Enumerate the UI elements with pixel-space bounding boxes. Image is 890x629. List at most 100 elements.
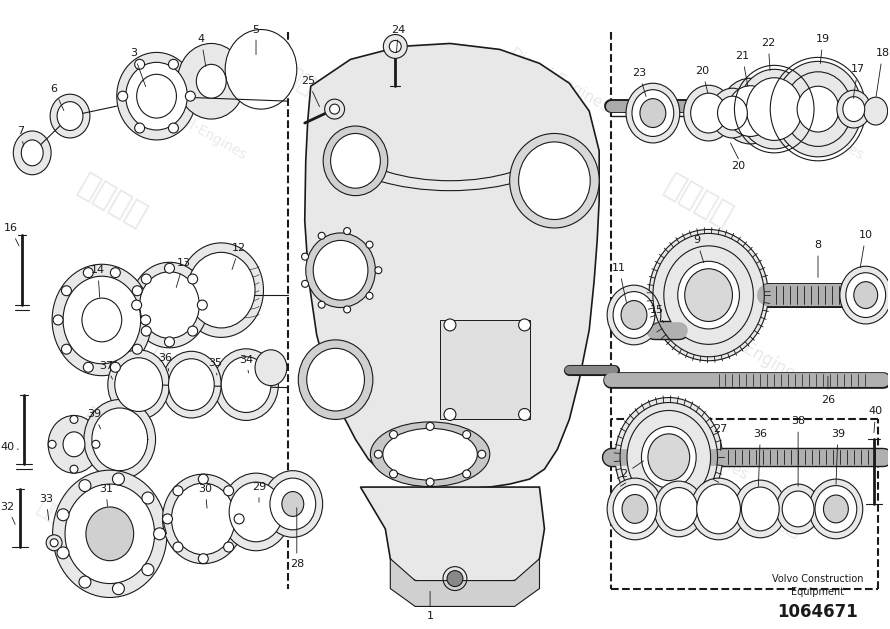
Circle shape <box>384 35 408 58</box>
Text: 6: 6 <box>51 84 64 111</box>
Circle shape <box>61 286 71 296</box>
Text: Diesel-Engines: Diesel-Engines <box>154 99 249 162</box>
Text: 40: 40 <box>869 406 883 433</box>
Ellipse shape <box>282 491 303 516</box>
Text: 12: 12 <box>232 243 247 270</box>
Circle shape <box>92 440 100 448</box>
Text: 33: 33 <box>39 494 53 520</box>
Circle shape <box>165 337 174 347</box>
Circle shape <box>70 416 78 423</box>
Text: 36: 36 <box>158 353 173 371</box>
Ellipse shape <box>298 340 373 420</box>
Text: 39: 39 <box>87 409 101 429</box>
Text: 8: 8 <box>814 240 821 277</box>
Circle shape <box>134 123 144 133</box>
Circle shape <box>57 509 69 521</box>
Ellipse shape <box>621 301 647 330</box>
Ellipse shape <box>741 487 780 531</box>
Circle shape <box>163 514 173 524</box>
Ellipse shape <box>82 298 122 342</box>
Ellipse shape <box>177 43 245 119</box>
Text: 34: 34 <box>239 355 253 373</box>
Ellipse shape <box>86 507 134 560</box>
Ellipse shape <box>108 350 169 420</box>
Text: 28: 28 <box>289 508 303 569</box>
Circle shape <box>344 306 351 313</box>
Ellipse shape <box>313 240 368 300</box>
Ellipse shape <box>622 494 648 523</box>
Circle shape <box>133 286 142 296</box>
Text: 7: 7 <box>17 126 24 146</box>
Circle shape <box>444 408 456 420</box>
Text: 1: 1 <box>426 591 433 621</box>
Text: 38: 38 <box>791 416 805 486</box>
Ellipse shape <box>53 264 151 376</box>
Circle shape <box>188 274 198 284</box>
Ellipse shape <box>837 90 870 128</box>
Ellipse shape <box>13 131 51 175</box>
Text: 17: 17 <box>851 64 865 98</box>
Text: 紫发动力: 紫发动力 <box>750 497 806 541</box>
Ellipse shape <box>684 86 733 141</box>
Ellipse shape <box>63 276 141 364</box>
Ellipse shape <box>823 495 848 523</box>
Text: 紫发动力: 紫发动力 <box>34 497 90 541</box>
Circle shape <box>173 542 183 552</box>
Ellipse shape <box>691 93 726 133</box>
Text: Diesel-Engines: Diesel-Engines <box>770 99 866 162</box>
Ellipse shape <box>846 273 886 318</box>
Ellipse shape <box>383 428 477 480</box>
Circle shape <box>50 539 58 547</box>
Ellipse shape <box>510 133 599 228</box>
Text: Diesel-Engines: Diesel-Engines <box>124 498 219 560</box>
Circle shape <box>188 326 198 336</box>
Ellipse shape <box>697 484 740 534</box>
Text: 2: 2 <box>620 461 643 479</box>
Text: 30: 30 <box>198 484 213 508</box>
Circle shape <box>426 478 434 486</box>
Circle shape <box>389 40 401 52</box>
Circle shape <box>57 547 69 559</box>
Circle shape <box>325 99 344 119</box>
Circle shape <box>390 470 398 478</box>
Ellipse shape <box>613 484 657 533</box>
Circle shape <box>142 274 151 284</box>
Ellipse shape <box>323 126 388 196</box>
Text: 15: 15 <box>650 305 664 323</box>
Ellipse shape <box>684 269 732 321</box>
Ellipse shape <box>632 90 674 136</box>
Ellipse shape <box>642 426 696 488</box>
Circle shape <box>375 450 383 459</box>
Ellipse shape <box>649 230 768 361</box>
Ellipse shape <box>678 261 740 329</box>
Ellipse shape <box>214 349 279 420</box>
Circle shape <box>84 268 93 277</box>
Text: 27: 27 <box>714 425 728 450</box>
Ellipse shape <box>615 398 723 517</box>
Text: 紫发动力: 紫发动力 <box>381 269 459 331</box>
Ellipse shape <box>747 78 802 140</box>
Text: 25: 25 <box>301 76 320 106</box>
Circle shape <box>198 554 208 564</box>
Circle shape <box>463 470 471 478</box>
Text: 24: 24 <box>391 25 405 53</box>
Circle shape <box>168 123 178 133</box>
Ellipse shape <box>330 133 380 188</box>
Ellipse shape <box>225 30 296 109</box>
Circle shape <box>142 326 151 336</box>
Ellipse shape <box>648 434 690 481</box>
Polygon shape <box>391 559 539 606</box>
Ellipse shape <box>172 483 235 555</box>
Ellipse shape <box>843 97 865 121</box>
Ellipse shape <box>84 399 156 479</box>
Circle shape <box>79 576 91 588</box>
Text: 5: 5 <box>253 25 260 55</box>
Circle shape <box>165 264 174 273</box>
Text: 16: 16 <box>4 223 19 246</box>
Circle shape <box>366 292 373 299</box>
Ellipse shape <box>188 252 255 328</box>
Circle shape <box>53 315 63 325</box>
Ellipse shape <box>815 486 857 532</box>
Ellipse shape <box>664 246 753 344</box>
Circle shape <box>198 474 208 484</box>
